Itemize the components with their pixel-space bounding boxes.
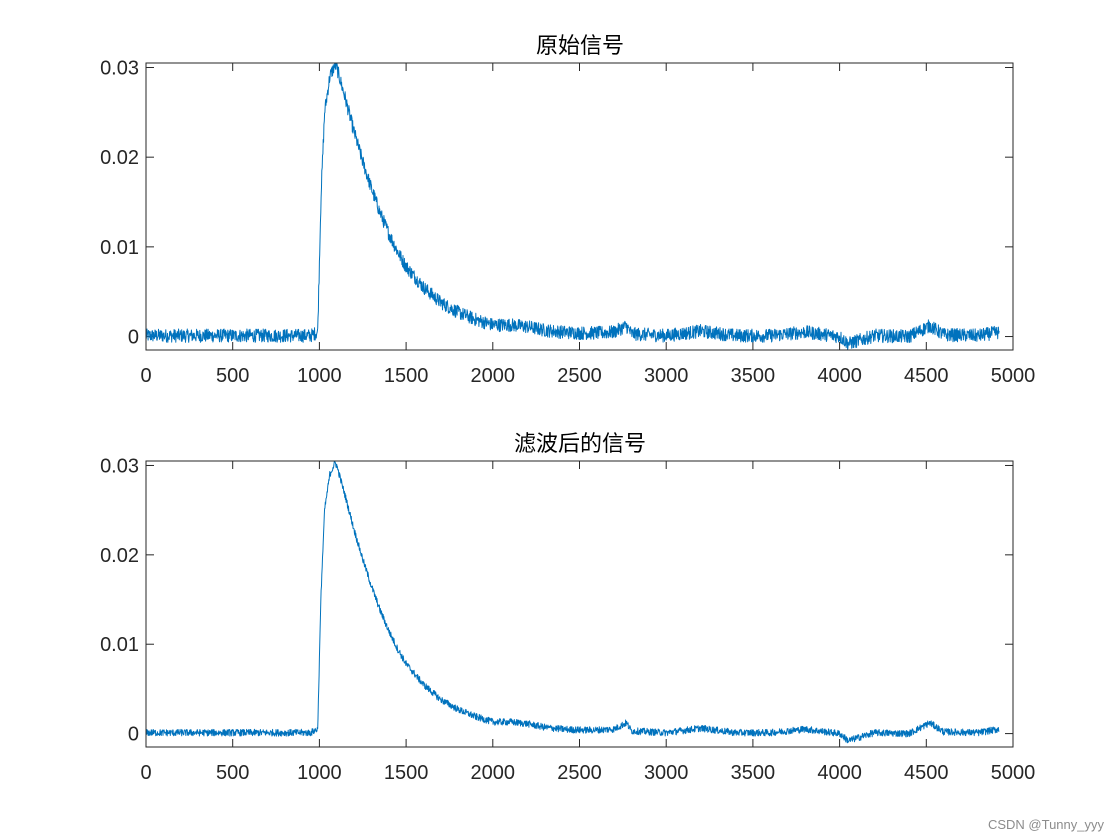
axes-box — [145, 460, 1014, 748]
x-tick-label: 2500 — [557, 762, 602, 784]
x-tick-label: 3000 — [644, 762, 689, 784]
y-tick-label: 0.03 — [100, 455, 139, 477]
x-tick-label: 500 — [216, 762, 249, 784]
y-tick-label: 0.01 — [100, 237, 139, 259]
x-tick-label: 3000 — [644, 365, 689, 387]
x-tick-label: 4500 — [904, 365, 949, 387]
x-tick-label: 4000 — [817, 762, 862, 784]
x-tick-label: 3500 — [731, 762, 776, 784]
signal-series — [145, 62, 1000, 350]
x-tick-label: 5000 — [991, 365, 1036, 387]
x-tick-label: 1500 — [384, 762, 429, 784]
y-tick-label: 0 — [128, 724, 139, 746]
y-tick-label: 0.02 — [100, 147, 139, 169]
x-tick-label: 2500 — [557, 365, 602, 387]
axes-box — [145, 62, 1014, 351]
y-tick-label: 0.01 — [100, 634, 139, 656]
series-line — [145, 460, 1000, 744]
y-tick-label: 0.03 — [100, 57, 139, 79]
x-tick-label: 2000 — [471, 365, 516, 387]
y-axis: 0 0.01 0.02 0.03 — [100, 455, 1013, 746]
subplot-original: 原始信号 0 500 1000 1500 2000 2500 3000 3500 4000 450… — [100, 34, 1035, 387]
chart-title: 原始信号 — [536, 34, 624, 59]
subplot-filtered: 滤波后的信号 0 500 1000 1500 2000 2500 3000 3500 4000 4… — [100, 432, 1035, 784]
x-tick-label: 1500 — [384, 365, 429, 387]
x-tick-label: 4000 — [817, 365, 862, 387]
x-tick-label: 3500 — [731, 365, 776, 387]
x-axis: 0 500 1000 1500 2000 2500 3000 3500 4000 4500 5000 — [140, 461, 1035, 784]
x-tick-label: 2000 — [471, 762, 516, 784]
y-tick-label: 0.02 — [100, 545, 139, 567]
x-tick-label: 0 — [140, 365, 151, 387]
series-line — [145, 62, 1000, 350]
x-tick-label: 500 — [216, 365, 249, 387]
x-axis: 0 500 1000 1500 2000 2500 3000 3500 4000 4500 5000 — [140, 63, 1035, 387]
watermark: CSDN @Tunny_yyy — [987, 817, 1104, 832]
y-tick-label: 0 — [128, 327, 139, 349]
signal-series — [145, 460, 1000, 744]
chart-title: 滤波后的信号 — [514, 432, 646, 457]
x-tick-label: 4500 — [904, 762, 949, 784]
x-tick-label: 0 — [140, 762, 151, 784]
x-tick-label: 1000 — [297, 762, 342, 784]
x-tick-label: 1000 — [297, 365, 342, 387]
x-tick-label: 5000 — [991, 762, 1036, 784]
y-axis: 0 0.01 0.02 0.03 — [100, 57, 1013, 349]
